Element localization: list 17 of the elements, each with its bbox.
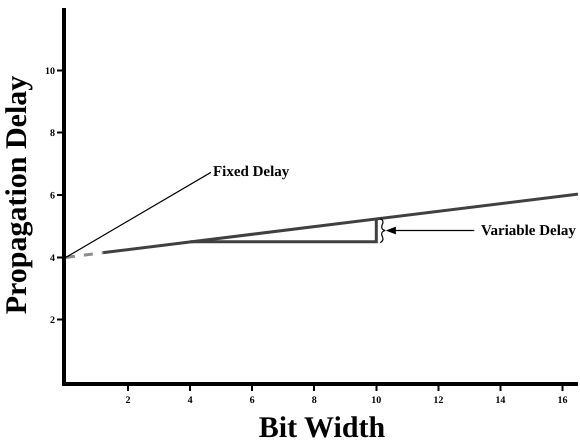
y-tick-label: 2 bbox=[50, 315, 55, 326]
x-tick-label: 14 bbox=[495, 395, 506, 406]
x-tick-label: 10 bbox=[371, 395, 382, 406]
y-tick-label: 4 bbox=[50, 252, 55, 264]
x-tick-label: 12 bbox=[433, 395, 444, 406]
x-tick-label: 8 bbox=[312, 395, 317, 406]
x-tick-label: 6 bbox=[250, 395, 255, 406]
x-tick-label: 4 bbox=[188, 395, 193, 406]
y-tick-label: 6 bbox=[50, 190, 55, 202]
y-axis-title: Propagation Delay bbox=[0, 76, 33, 314]
x-tick-label: 16 bbox=[557, 395, 568, 406]
y-tick-label: 8 bbox=[50, 128, 55, 140]
x-axis-title: Bit Width bbox=[258, 411, 386, 444]
x-tick-label: 2 bbox=[126, 395, 131, 406]
annotation: Fixed Delay bbox=[213, 164, 290, 180]
y-tick-label: 10 bbox=[45, 66, 55, 77]
annotation: Variable Delay bbox=[481, 223, 576, 239]
